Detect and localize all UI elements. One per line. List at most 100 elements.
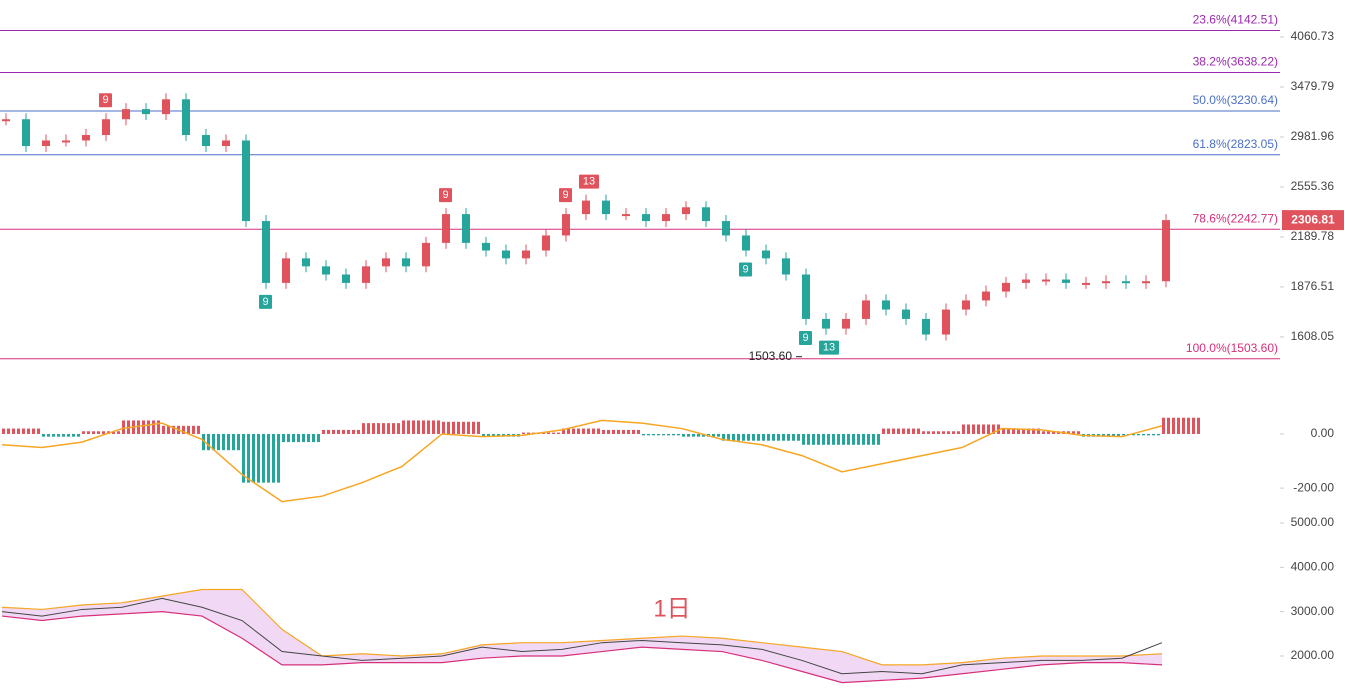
macd-bar	[617, 429, 620, 434]
macd-bar	[482, 433, 485, 437]
candle	[842, 318, 850, 329]
candle	[342, 274, 350, 283]
macd-bar	[927, 431, 930, 434]
td-marker-label: 9	[262, 296, 268, 308]
band-fill	[2, 589, 1162, 683]
macd-bar	[427, 420, 430, 434]
td-marker-label: 9	[802, 332, 808, 344]
macd-bar	[157, 420, 160, 434]
macd-bar	[467, 421, 470, 434]
candle	[1142, 281, 1150, 284]
macd-bar	[292, 433, 295, 443]
macd-bar	[657, 433, 660, 436]
candle	[922, 318, 930, 335]
macd-bar	[977, 424, 980, 434]
candle	[982, 291, 990, 301]
macd-bar	[597, 428, 600, 434]
td-marker	[439, 188, 452, 203]
td-marker	[819, 340, 839, 355]
macd-bar	[1122, 433, 1125, 436]
candle	[502, 250, 510, 259]
macd-bar	[922, 431, 925, 434]
macd-bar	[902, 428, 905, 434]
macd-bar	[867, 433, 870, 445]
upper-band	[1, 588, 1163, 666]
price-tag-label: 2306.81	[1291, 212, 1335, 226]
candle	[362, 266, 370, 283]
candle	[622, 214, 630, 217]
macd-bar	[222, 433, 225, 451]
candle	[382, 258, 390, 267]
macd-bar	[32, 428, 35, 434]
macd-bar	[387, 423, 390, 434]
macd-bar	[887, 428, 890, 434]
macd-bar	[282, 433, 285, 443]
candle	[862, 300, 870, 319]
macd-bar	[627, 429, 630, 434]
macd-bar	[817, 433, 820, 445]
macd-bar	[202, 433, 205, 451]
candle	[822, 318, 830, 329]
macd-bar	[552, 432, 555, 434]
y-tick-label: 2000.00	[1291, 648, 1335, 662]
macd-bar	[237, 433, 240, 451]
macd-bar	[212, 433, 215, 451]
macd-bar	[477, 421, 480, 434]
candle	[102, 119, 110, 136]
candle	[522, 250, 530, 259]
macd-bar	[27, 428, 30, 434]
macd-bar	[102, 431, 105, 434]
candle	[542, 235, 550, 251]
macd-bar	[182, 425, 185, 434]
macd-bar	[852, 433, 855, 445]
candle	[942, 309, 950, 335]
macd-bar	[667, 433, 670, 436]
macd-bar	[452, 421, 455, 434]
macd-bar	[962, 424, 965, 434]
macd-bar	[822, 433, 825, 445]
macd-bar	[1172, 417, 1175, 434]
macd-bar	[22, 428, 25, 434]
macd-bar	[17, 428, 20, 434]
macd-bar	[642, 433, 645, 436]
macd-bar	[82, 431, 85, 434]
y-tick-label: 2981.96	[1291, 129, 1335, 143]
candle	[122, 109, 130, 120]
macd-bar	[1157, 433, 1160, 436]
td-marker-label: 13	[583, 176, 595, 188]
macd-bar	[77, 433, 80, 437]
macd-bar	[572, 428, 575, 434]
macd-bar	[907, 428, 910, 434]
macd-bar	[652, 433, 655, 436]
macd-bar	[207, 433, 210, 451]
candle	[302, 258, 310, 267]
macd-bar	[1167, 417, 1170, 434]
macd-bar	[802, 433, 805, 445]
macd-bar	[957, 431, 960, 434]
macd-bar	[152, 420, 155, 434]
macd-bar	[727, 433, 730, 441]
macd-bar	[952, 431, 955, 434]
macd-bar	[1152, 433, 1155, 436]
macd-bar	[342, 429, 345, 434]
fib-label: 78.6%(2242.77)	[1193, 211, 1278, 225]
macd-bar	[1177, 417, 1180, 434]
td-marker-label: 9	[442, 189, 448, 201]
macd-bar	[1052, 431, 1055, 434]
candle	[482, 242, 490, 251]
macd-bar	[37, 428, 40, 434]
y-tick-label: 2555.36	[1291, 179, 1335, 193]
lower-band	[1, 611, 1163, 684]
macd-bar	[162, 425, 165, 434]
y-tick-label: 2189.78	[1291, 229, 1335, 243]
macd-bar	[1072, 431, 1075, 434]
macd-bar	[297, 433, 300, 443]
macd-bar	[422, 420, 425, 434]
macd-bar	[257, 433, 260, 483]
macd-bar	[1022, 428, 1025, 434]
macd-bar	[637, 429, 640, 434]
macd-bar	[752, 433, 755, 441]
macd-bar	[332, 429, 335, 434]
td-marker-label: 9	[562, 189, 568, 201]
